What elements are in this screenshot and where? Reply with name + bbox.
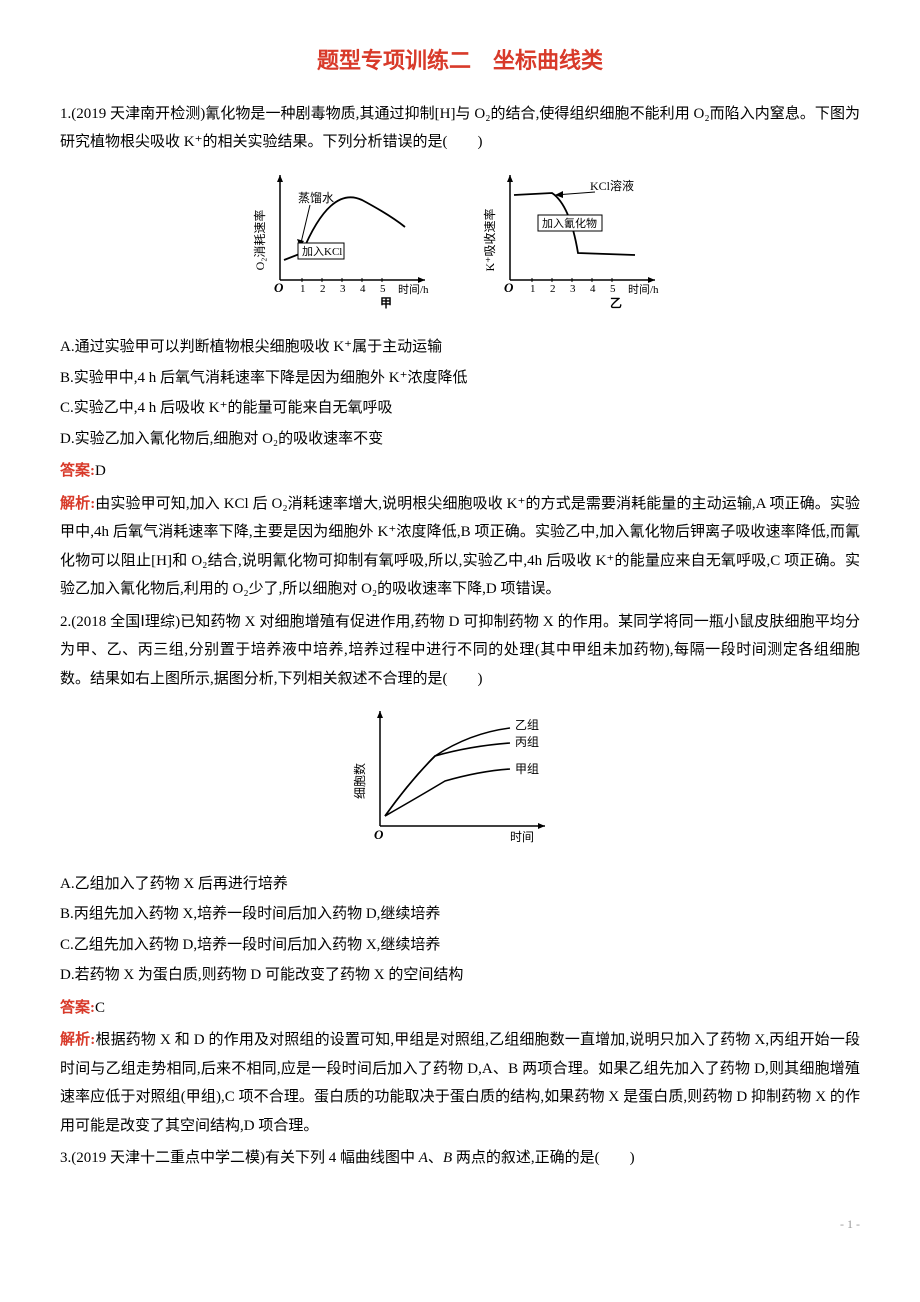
q1-answer: 答案:D bbox=[60, 457, 860, 486]
origin-o: O bbox=[274, 280, 284, 295]
q2-stem: 2.(2018 全国Ⅰ理综)已知药物 X 对细胞增殖有促进作用,药物 D 可抑制… bbox=[60, 608, 860, 694]
q1-optA: A.通过实验甲可以判断植物根尖细胞吸收 K⁺属于主动运输 bbox=[60, 333, 860, 362]
tick: 2 bbox=[320, 283, 326, 295]
t: 两点的叙述,正确的是( ) bbox=[452, 1150, 635, 1166]
page-title: 题型专项训练二 坐标曲线类 bbox=[60, 40, 860, 82]
tick: 2 bbox=[550, 283, 556, 295]
q2-ylabel: 细胞数 bbox=[352, 763, 367, 799]
q1-optB: B.实验甲中,4 h 后氧气消耗速率下降是因为细胞外 K⁺浓度降低 bbox=[60, 364, 860, 393]
q1-chart2: K⁺吸收速率 乙 时间/h O 1 2 3 4 5 KCl溶液 加入氰化物 bbox=[480, 165, 670, 315]
answer-label: 答案: bbox=[60, 463, 95, 479]
q2-optD: D.若药物 X 为蛋白质,则药物 D 可能改变了药物 X 的空间结构 bbox=[60, 961, 860, 990]
t: 3.(2019 天津十二重点中学二模)有关下列 4 幅曲线图中 bbox=[60, 1150, 419, 1166]
series-label: 丙组 bbox=[515, 735, 539, 749]
annot: 蒸馏水 bbox=[298, 191, 334, 205]
q1-explain: 解析:由实验甲可知,加入 KCl 后 O₂消耗速率增大,说明根尖细胞吸收 K⁺的… bbox=[60, 490, 860, 604]
page-number: - 1 - bbox=[60, 1213, 860, 1236]
q1-optC: C.实验乙中,4 h 后吸收 K⁺的能量可能来自无氧呼吸 bbox=[60, 394, 860, 423]
q3-stem: 3.(2019 天津十二重点中学二模)有关下列 4 幅曲线图中 A、B 两点的叙… bbox=[60, 1144, 860, 1173]
tick: 3 bbox=[570, 283, 576, 295]
tick: 4 bbox=[590, 283, 596, 295]
tick: 1 bbox=[300, 283, 306, 295]
tick: 3 bbox=[340, 283, 346, 295]
explain-label: 解析: bbox=[60, 1032, 95, 1048]
answer-value: D bbox=[95, 463, 106, 479]
q2-optC: C.乙组先加入药物 D,培养一段时间后加入药物 X,继续培养 bbox=[60, 931, 860, 960]
answer-label: 答案: bbox=[60, 1000, 95, 1016]
chart2-xlabel: 时间/h bbox=[628, 283, 659, 296]
chart1-xlabel: 时间/h bbox=[398, 283, 429, 296]
q2-xlabel: 时间 bbox=[510, 830, 534, 844]
annot: 加入KCl bbox=[302, 245, 342, 258]
q2-chart-wrap: 细胞数 时间 O 乙组 丙组 甲组 bbox=[60, 701, 860, 862]
q1-stem: 1.(2019 天津南开检测)氰化物是一种剧毒物质,其通过抑制[H]与 O₂的结… bbox=[60, 100, 860, 157]
explain-label: 解析: bbox=[60, 496, 95, 512]
explain-text: 由实验甲可知,加入 KCl 后 O₂消耗速率增大,说明根尖细胞吸收 K⁺的方式是… bbox=[60, 496, 860, 598]
chart2-ylabel: K⁺吸收速率 bbox=[482, 208, 497, 271]
q2-optB: B.丙组先加入药物 X,培养一段时间后加入药物 D,继续培养 bbox=[60, 900, 860, 929]
chart1-ylabel: O₂消耗速率 bbox=[252, 209, 267, 270]
chart1-caption: 甲 bbox=[380, 296, 392, 310]
series-label: 乙组 bbox=[515, 718, 539, 732]
q2-optA: A.乙组加入了药物 X 后再进行培养 bbox=[60, 870, 860, 899]
t: B bbox=[443, 1150, 452, 1166]
q2-chart: 细胞数 时间 O 乙组 丙组 甲组 bbox=[350, 701, 570, 851]
q2-explain: 解析:根据药物 X 和 D 的作用及对照组的设置可知,甲组是对照组,乙组细胞数一… bbox=[60, 1026, 860, 1140]
t: 、 bbox=[428, 1150, 443, 1166]
tick: 5 bbox=[610, 283, 616, 295]
explain-text: 根据药物 X 和 D 的作用及对照组的设置可知,甲组是对照组,乙组细胞数一直增加… bbox=[60, 1032, 860, 1134]
q1-charts: O₂消耗速率 甲 时间/h O 1 2 3 4 5 蒸馏水 加入KCl bbox=[60, 165, 860, 326]
q1-optD: D.实验乙加入氰化物后,细胞对 O₂的吸收速率不变 bbox=[60, 425, 860, 454]
origin-o: O bbox=[374, 827, 384, 842]
tick: 5 bbox=[380, 283, 386, 295]
q2-answer: 答案:C bbox=[60, 994, 860, 1023]
answer-value: C bbox=[95, 1000, 105, 1016]
tick: 4 bbox=[360, 283, 366, 295]
annot: 加入氰化物 bbox=[542, 216, 597, 230]
origin-o: O bbox=[504, 280, 514, 295]
chart2-caption: 乙 bbox=[610, 296, 622, 310]
q1-chart1: O₂消耗速率 甲 时间/h O 1 2 3 4 5 蒸馏水 加入KCl bbox=[250, 165, 440, 315]
annot: KCl溶液 bbox=[590, 178, 634, 193]
t: A bbox=[419, 1150, 428, 1166]
series-label: 甲组 bbox=[515, 762, 539, 776]
tick: 1 bbox=[530, 283, 536, 295]
